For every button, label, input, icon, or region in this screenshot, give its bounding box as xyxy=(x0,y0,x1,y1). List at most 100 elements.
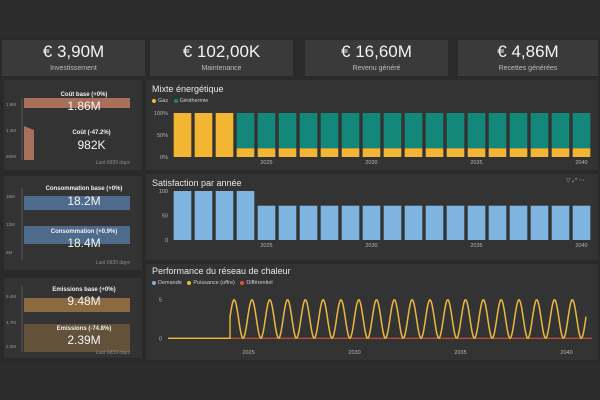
x-tick-label: 2025 xyxy=(260,160,272,166)
legend-gaz: Gaz xyxy=(158,98,169,104)
bar xyxy=(488,113,507,149)
bar xyxy=(173,113,192,157)
legend-differentiel: Différentiel xyxy=(246,280,273,286)
panel-toolbar: ▽ ⤢ ⋯ xyxy=(566,177,585,185)
tick-label: 4.7M xyxy=(6,320,17,325)
consumption-footer: Last 6839 days xyxy=(96,260,130,266)
bar xyxy=(320,205,339,240)
y-tick-label: 50 xyxy=(162,214,168,220)
bar xyxy=(341,205,360,240)
heat-network-legend: Demande Puissance (offre) Différentiel xyxy=(152,280,277,286)
legend-geothermie: Géothermie xyxy=(179,98,209,104)
bar xyxy=(362,113,381,149)
kpi-value: € 16,60M xyxy=(341,42,412,61)
cost-base-value: 1.86M xyxy=(67,99,101,113)
emissions-footer: Last 6839 days xyxy=(96,350,130,356)
emissions-base-value: 9.48M xyxy=(67,294,101,308)
emissions-base-label: Emissions base (+0%) xyxy=(52,287,116,293)
y-tick-label: 100% xyxy=(154,111,168,117)
x-tick-label: 2035 xyxy=(470,243,482,249)
cost-mini-chart xyxy=(21,98,130,160)
consumption-alt-value: 18.4M xyxy=(67,236,101,250)
tick-label: 6M xyxy=(6,250,13,255)
x-tick-label: 2030 xyxy=(348,350,360,356)
bar xyxy=(551,205,570,240)
bar xyxy=(173,191,192,240)
bar xyxy=(572,205,591,240)
tick-label: 18M xyxy=(6,194,15,199)
satisfaction-chart: 0 50 100 2025 2030 2035 2040 xyxy=(159,189,591,249)
expand-icon[interactable]: ⤢ xyxy=(572,178,578,184)
cost-alt-value: 982K xyxy=(77,138,106,152)
bar xyxy=(257,205,276,240)
kpi-value: € 102,00K xyxy=(182,42,261,61)
y-tick-label: 0 xyxy=(165,238,168,244)
bar xyxy=(425,148,444,157)
heat-network-chart: 5 0 2025 2030 2035 2040 xyxy=(159,298,592,356)
legend-dot xyxy=(152,98,156,103)
bar xyxy=(194,113,213,157)
bar xyxy=(404,148,423,157)
consumption-alt-label: Consommation (+0.9%) xyxy=(50,229,118,235)
cost-base-area xyxy=(24,98,130,108)
tick-label: 12M xyxy=(6,222,15,227)
bar xyxy=(299,205,318,240)
consumption-alt-area xyxy=(24,226,130,244)
cost-footer: Last 6839 days xyxy=(96,160,130,166)
consumption-base-value: 18.2M xyxy=(67,194,101,208)
emissions-card: 9.4M 4.7M 2.5M Emissions base (+0%) 9.48… xyxy=(4,278,142,358)
bar xyxy=(530,113,549,149)
bar xyxy=(509,113,528,149)
tick-label: 1.2M xyxy=(6,128,17,133)
bar xyxy=(530,205,549,240)
x-tick-label: 2030 xyxy=(365,160,377,166)
bar xyxy=(236,148,255,157)
bar xyxy=(278,113,297,149)
bar xyxy=(299,148,318,157)
legend-puissance: Puissance (offre) xyxy=(193,280,235,286)
filter-icon[interactable]: ▽ xyxy=(566,178,571,184)
bar xyxy=(383,113,402,149)
bar xyxy=(215,191,234,240)
bar xyxy=(425,113,444,149)
bar xyxy=(320,113,339,149)
y-tick-label: 50% xyxy=(157,133,168,139)
bar xyxy=(467,148,486,157)
x-tick-label: 2035 xyxy=(454,350,466,356)
heat-network-panel: Performance du réseau de chaleur Demande… xyxy=(146,264,598,360)
bar xyxy=(194,191,213,240)
emissions-alt-label: Emissions (-74.8%) xyxy=(56,326,112,332)
bar xyxy=(341,148,360,157)
y-tick-label: 0% xyxy=(160,155,168,161)
kpi-value: € 4,86M xyxy=(497,42,559,61)
consumption-base-label: Consommation base (+0%) xyxy=(45,186,123,192)
cost-card: 1.8M 1.2M 600K Coût base (+0%) 1.86M Coû… xyxy=(4,80,142,170)
kpi-value: € 3,90M xyxy=(42,42,105,61)
bar xyxy=(215,113,234,157)
energy-mix-title: Mixte énergétique xyxy=(152,84,224,94)
kpi-investissement: € 3,90M Investissement xyxy=(2,40,145,76)
bar xyxy=(467,113,486,149)
bar xyxy=(404,205,423,240)
kpi-label: Investissement xyxy=(50,65,97,72)
energy-mix-legend: Gaz Géothermie xyxy=(152,98,212,104)
bar xyxy=(236,113,255,149)
consumption-mini-chart xyxy=(21,188,130,260)
x-tick-label: 2040 xyxy=(560,350,572,356)
x-tick-label: 2025 xyxy=(260,243,272,249)
kpi-revenu: € 16,60M Revenu généré xyxy=(305,40,448,76)
x-tick-label: 2040 xyxy=(575,160,587,166)
tick-label: 1.8M xyxy=(6,102,17,107)
y-tick-label: 0 xyxy=(159,336,162,342)
bar xyxy=(299,113,318,149)
bar xyxy=(257,113,276,149)
emissions-alt-area xyxy=(24,324,130,352)
satisfaction-panel: Satisfaction par année ▽ ⤢ ⋯ 0 50 100 2025 2… xyxy=(146,174,598,260)
kpi-label: Recettes générées xyxy=(498,65,558,72)
x-tick-label: 2025 xyxy=(242,350,254,356)
legend-dot xyxy=(152,280,156,285)
bar xyxy=(257,148,276,157)
more-icon[interactable]: ⋯ xyxy=(578,178,585,184)
energy-mix-chart: 0% 50% 100% 2025 2030 2035 2040 xyxy=(154,111,591,166)
bar xyxy=(551,148,570,157)
